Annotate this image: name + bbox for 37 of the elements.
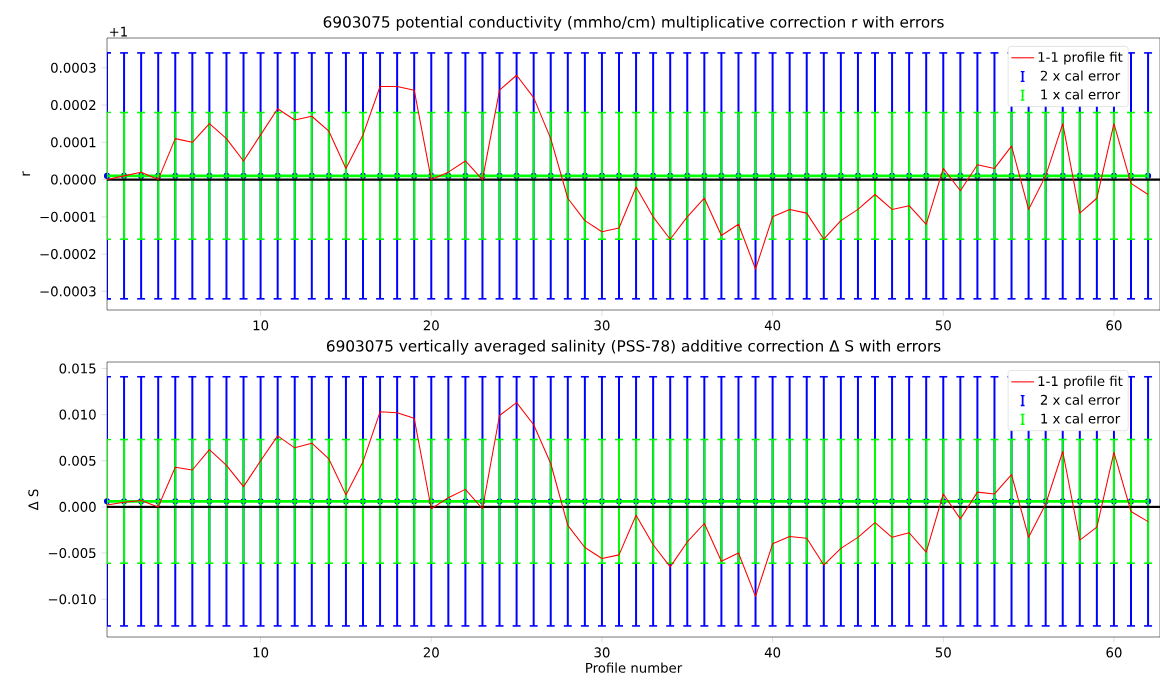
y-tick-label: 0.0001 [51, 137, 96, 148]
x-tick-label: 10 [253, 320, 269, 331]
legend-label: 1 x cal error [1041, 89, 1121, 100]
y-tick-label: 0.000 [59, 501, 96, 512]
legend-label: 2 x cal error [1040, 70, 1121, 81]
x-tick-label: 40 [764, 320, 781, 331]
x-tick-label: 30 [594, 320, 610, 331]
y-tick-label: −0.0003 [40, 286, 96, 297]
y-tick-label: 0.015 [59, 363, 96, 374]
y-tick-label: 0.010 [59, 409, 96, 420]
y-tick-label: −0.0001 [40, 211, 96, 222]
y-tick-label: 0.005 [59, 455, 96, 466]
x-tick-label: 30 [594, 647, 610, 658]
x-tick-label: 50 [935, 320, 951, 331]
y-tick-label: −0.010 [48, 594, 96, 605]
y-tick-label: 0.0000 [51, 174, 96, 185]
legend-label: 1-1 profile fit [1038, 375, 1123, 389]
y-tick-label: −0.005 [48, 547, 96, 559]
x-tick-label: 10 [253, 647, 269, 658]
legend-label: 2 x cal error [1040, 394, 1121, 405]
x-tick-label: 60 [1106, 647, 1122, 658]
y-tick-label: 0.0002 [51, 100, 96, 111]
text: +1 [110, 26, 127, 37]
y-axis-title: r [22, 171, 30, 176]
x-tick-label: 60 [1106, 320, 1122, 331]
y-axis-title: Δ S [28, 489, 39, 511]
chart-title: 6903075 vertically averaged salinity (PSS-78) additive correction Δ S with errors [326, 339, 941, 355]
y-tick-label: −0.0002 [40, 249, 96, 260]
x-tick-label: 20 [423, 320, 439, 331]
chart-title: 6903075 potential conductivity (mmho/cm) multiplicative correction r with errors [323, 15, 944, 31]
x-axis-title: Profile number [586, 662, 683, 673]
y-tick-label: 0.0003 [51, 62, 96, 73]
legend-label: 1 x cal error [1041, 413, 1121, 424]
x-tick-label: 40 [764, 647, 781, 658]
x-tick-label: 20 [423, 647, 439, 658]
x-tick-label: 50 [935, 647, 951, 658]
legend-label: 1-1 profile fit [1038, 51, 1123, 65]
